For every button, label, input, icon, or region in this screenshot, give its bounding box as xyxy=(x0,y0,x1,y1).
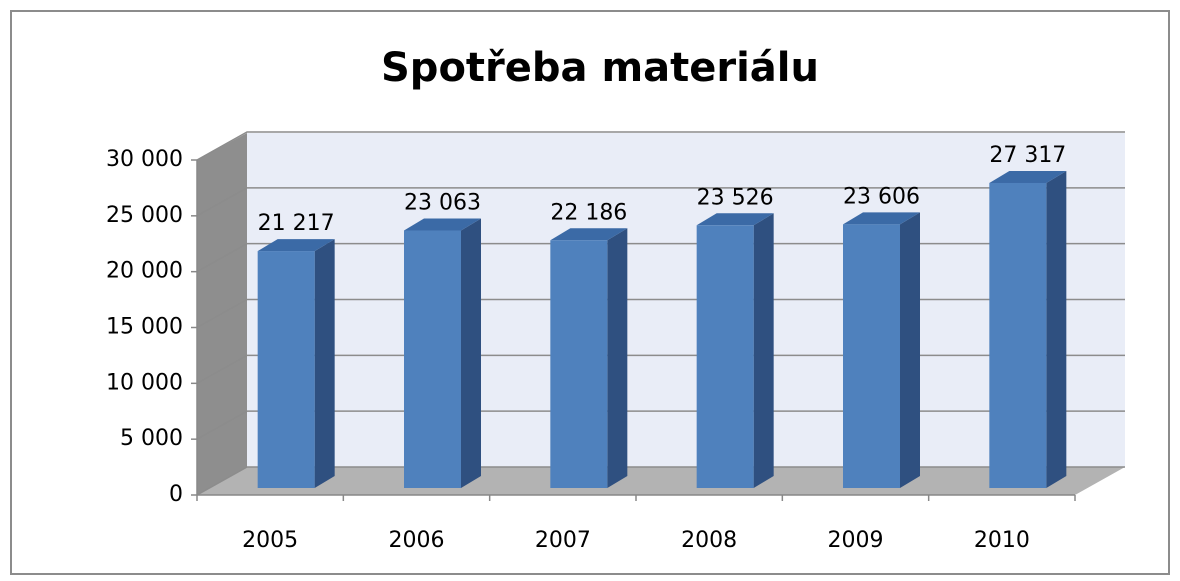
bar-side xyxy=(314,239,335,488)
y-tick-label: 20 000 xyxy=(106,259,183,284)
bar-top xyxy=(989,170,1067,183)
grid-line xyxy=(196,410,1125,440)
bar-top xyxy=(404,218,481,231)
bar-top xyxy=(696,213,774,226)
data-label: 22 186 xyxy=(550,200,627,225)
bar-side xyxy=(900,212,920,489)
y-tick-label: 25 000 xyxy=(106,203,183,228)
x-tick-label: 2009 xyxy=(828,528,884,553)
bar-top xyxy=(843,212,920,225)
bar-side xyxy=(607,228,628,488)
grid-line xyxy=(196,466,1125,496)
x-tick-label: 2010 xyxy=(974,528,1030,553)
floor xyxy=(197,467,1125,495)
y-tick-label: 5 000 xyxy=(120,426,183,451)
grid-line xyxy=(196,131,1125,161)
data-label: 21 217 xyxy=(258,211,335,236)
bar-top xyxy=(550,228,628,241)
grid-line xyxy=(196,298,1125,329)
grid-line xyxy=(196,354,1125,384)
data-label: 23 063 xyxy=(404,190,481,215)
bar-side xyxy=(1046,170,1067,489)
chart-title: Spotřeba materiálu xyxy=(381,45,819,91)
grid-line xyxy=(196,242,1125,273)
bar-side xyxy=(461,218,481,488)
x-tick-label: 2005 xyxy=(242,528,298,553)
data-label: 23 526 xyxy=(697,185,774,210)
bar xyxy=(257,251,315,488)
bar xyxy=(989,182,1047,489)
grid-line xyxy=(196,187,1125,217)
bar-side xyxy=(753,213,774,488)
data-label: 27 317 xyxy=(989,143,1066,168)
x-tick-label: 2008 xyxy=(681,528,737,553)
y-tick-label: 10 000 xyxy=(106,370,183,395)
bar xyxy=(550,240,608,488)
x-tick-label: 2007 xyxy=(535,528,591,553)
y-tick-label: 15 000 xyxy=(106,315,183,340)
x-tick-label: 2006 xyxy=(389,528,445,553)
y-tick-label: 0 xyxy=(169,482,183,507)
y-tick-label: 30 000 xyxy=(106,147,183,172)
bar xyxy=(843,224,900,489)
bar-top xyxy=(257,239,335,252)
data-label: 23 606 xyxy=(843,184,920,209)
bar xyxy=(696,225,754,488)
bar xyxy=(404,230,461,488)
